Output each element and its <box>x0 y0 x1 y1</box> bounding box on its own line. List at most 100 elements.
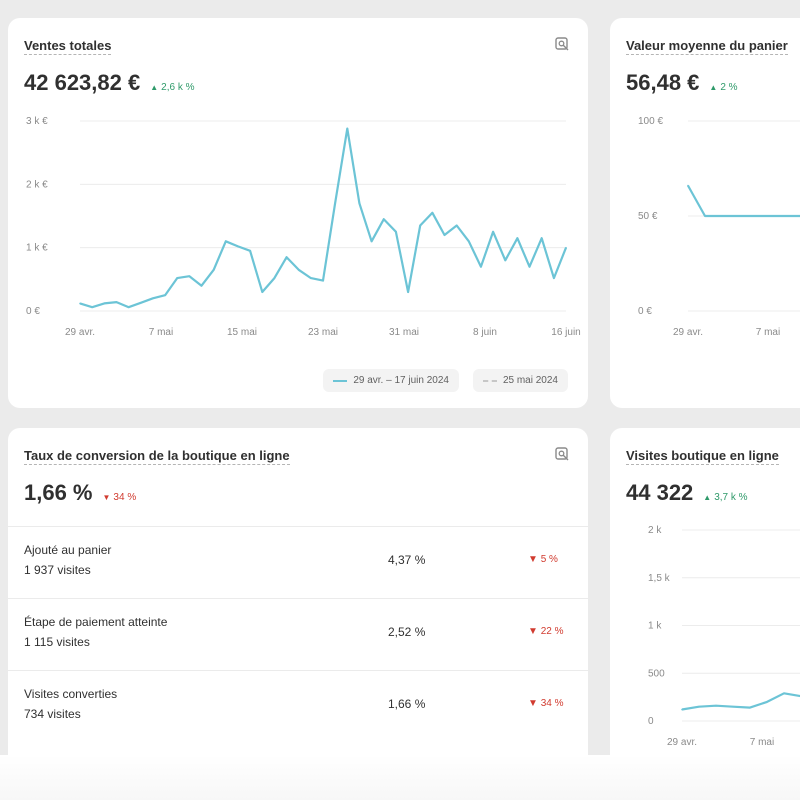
x-tick-label: 29 avr. <box>667 737 697 748</box>
data-point <box>322 279 324 282</box>
data-point <box>766 701 768 703</box>
data-point <box>334 202 336 205</box>
conversion-delta: ▼ 34 % <box>103 492 137 503</box>
total-sales-card: Ventes totales 42 623,82 € ▲ 2,6 k % 0 €… <box>8 18 588 408</box>
legend-comparison-label: 25 mai 2024 <box>502 375 558 386</box>
data-point <box>273 277 276 279</box>
aov-delta-text: 2 % <box>720 82 738 93</box>
y-tick-label: 3 k € <box>26 116 48 127</box>
data-point <box>468 240 470 243</box>
data-point <box>772 215 774 217</box>
total-sales-delta: ▲ 2,6 k % <box>150 82 194 93</box>
data-point <box>715 704 717 707</box>
x-tick-label: 31 mai <box>389 327 419 338</box>
data-point <box>721 215 723 217</box>
conversion-title[interactable]: Taux de conversion de la boutique en lig… <box>24 448 290 465</box>
data-point <box>261 291 264 293</box>
series-line[interactable] <box>687 185 800 218</box>
legend-dashed-swatch <box>482 379 497 382</box>
data-point <box>704 215 706 217</box>
data-point <box>382 218 385 220</box>
data-point <box>358 202 361 205</box>
data-point <box>480 265 482 268</box>
data-point <box>565 246 567 249</box>
x-tick-label: 29 avr. <box>673 327 703 338</box>
arrow-up-icon: ▲ <box>150 83 159 92</box>
data-point <box>431 212 434 214</box>
arrow-up-icon: ▲ <box>703 493 712 502</box>
data-point <box>732 705 734 708</box>
data-point <box>346 127 349 130</box>
data-point <box>237 245 239 248</box>
legend-solid-swatch <box>333 379 348 382</box>
total-sales-metric: 42 623,82 € ▲ 2,6 k % <box>24 70 195 96</box>
visits-metric: 44 322 ▲ 3,7 k % <box>626 480 748 506</box>
total-sales-chart: 0 € 1 k € 2 k € 3 k € 29 avr. 7 mai 15 mai 23 m… <box>26 116 581 338</box>
funnel-row-rate: 2,52 % <box>388 625 426 639</box>
aov-chart: 0 € 50 € 100 € 29 avr. 7 mai <box>638 116 800 338</box>
total-sales-title[interactable]: Ventes totales <box>24 38 112 55</box>
data-point <box>516 237 519 239</box>
y-tick-label: 0 <box>648 716 654 727</box>
data-point <box>407 291 409 293</box>
data-point <box>188 275 191 277</box>
funnel-row-change: ▼ 22 % <box>528 626 563 637</box>
legend-current-label: 29 avr. – 17 juin 2024 <box>353 375 449 386</box>
x-tick-label: 7 mai <box>756 327 780 338</box>
y-tick-label: 0 € <box>26 306 40 317</box>
y-tick-label: 100 € <box>638 116 663 127</box>
aov-title[interactable]: Valeur moyenne du panier <box>626 38 788 55</box>
legend-current-period[interactable]: 29 avr. – 17 juin 2024 <box>323 369 459 392</box>
data-point <box>443 234 446 236</box>
data-point <box>698 705 700 708</box>
aov-delta: ▲ 2 % <box>709 82 737 93</box>
report-icon[interactable] <box>554 446 570 462</box>
data-point <box>139 301 142 304</box>
funnel-row-sessions: 1 937 visites <box>24 563 91 577</box>
data-point <box>297 269 300 271</box>
funnel-row-reached-checkout: Étape de paiement atteinte 1 115 visites… <box>8 598 588 670</box>
data-point <box>681 708 683 711</box>
y-tick-label: 50 € <box>638 211 658 222</box>
x-tick-label: 29 avr. <box>65 327 95 338</box>
data-point <box>789 215 791 217</box>
arrow-down-icon: ▼ <box>102 493 111 502</box>
data-point <box>504 259 507 262</box>
x-tick-label: 7 mai <box>149 327 173 338</box>
legend-comparison-period[interactable]: 25 mai 2024 <box>472 369 568 392</box>
data-point <box>540 237 543 239</box>
visits-title[interactable]: Visites boutique en ligne <box>626 448 779 465</box>
data-point <box>492 231 494 233</box>
funnel-row-sessions: 1 115 visites <box>24 635 90 649</box>
series-line[interactable] <box>681 668 800 711</box>
conversion-delta-text: 34 % <box>113 492 137 503</box>
data-point <box>553 277 555 279</box>
y-tick-label: 2 k <box>648 525 662 536</box>
funnel-row-change-text: 22 % <box>540 626 564 637</box>
report-icon[interactable] <box>554 36 570 52</box>
data-point <box>749 706 751 709</box>
funnel-row-rate: 4,37 % <box>388 553 426 567</box>
data-point <box>91 306 93 309</box>
x-tick-label: 7 mai <box>750 737 774 748</box>
data-point <box>115 301 118 303</box>
funnel-row-change: ▼ 34 % <box>528 698 563 709</box>
data-point <box>176 277 178 279</box>
data-point <box>200 284 203 287</box>
data-point <box>687 184 689 187</box>
x-tick-label: 23 mai <box>308 327 338 338</box>
data-point <box>225 240 227 243</box>
funnel-row-change-text: 5 % <box>540 554 558 565</box>
funnel-row-converted-sessions: Visites converties 734 visites 1,66 % ▼ … <box>8 670 588 742</box>
funnel-row-label: Étape de paiement atteinte <box>24 615 168 629</box>
chart-legend: 29 avr. – 17 juin 2024 25 mai 2024 <box>323 369 568 392</box>
visits-delta: ▲ 3,7 k % <box>703 492 747 503</box>
online-store-sessions-card: Visites boutique en ligne 44 322 ▲ 3,7 k… <box>610 428 800 768</box>
x-tick-label: 15 mai <box>227 327 257 338</box>
arrow-down-icon: ▼ <box>528 626 538 637</box>
aov-metric: 56,48 € ▲ 2 % <box>626 70 738 96</box>
total-sales-value: 42 623,82 € <box>24 70 141 95</box>
bottom-fade-overlay <box>0 755 800 800</box>
x-tick-label: 16 juin <box>551 327 580 338</box>
data-point <box>528 265 531 268</box>
